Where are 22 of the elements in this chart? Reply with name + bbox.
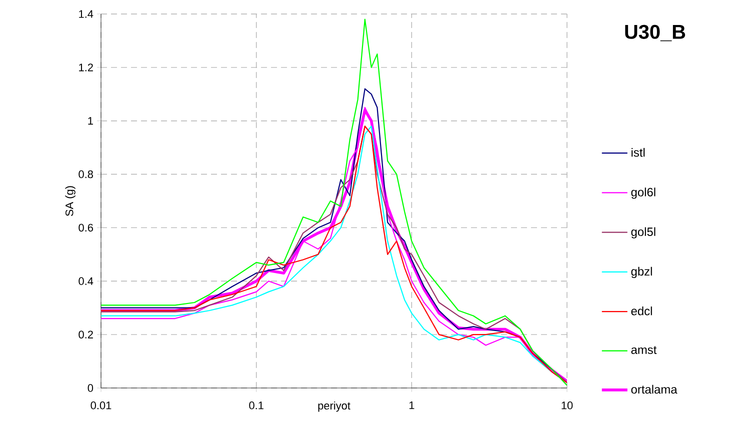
legend-label: edcl bbox=[631, 306, 652, 316]
x-axis-title: periyot bbox=[318, 402, 350, 412]
y-tick-label: 0.2 bbox=[78, 330, 93, 338]
text: U30_B bbox=[625, 24, 686, 42]
legend-label: gbzl bbox=[631, 266, 652, 278]
legend-label: gol5l bbox=[631, 227, 656, 238]
legend-label: ortalama bbox=[631, 384, 678, 394]
legend-label: istl bbox=[632, 148, 645, 157]
y-tick-label: 0.8 bbox=[78, 170, 93, 178]
x-tick-label: 0.1 bbox=[249, 402, 264, 410]
x-tick-label: 10 bbox=[562, 402, 573, 410]
x-tick-label: 1 bbox=[409, 402, 414, 410]
legend-label: gol6l bbox=[631, 188, 656, 199]
x-tick-label: 0.01 bbox=[90, 402, 112, 410]
y-axis-title: SA (g) bbox=[65, 186, 76, 216]
y-tick-label: 0.4 bbox=[78, 277, 94, 286]
y-tick-label: 1 bbox=[88, 117, 93, 125]
y-tick-label: 1.4 bbox=[79, 10, 94, 18]
y-tick-label: 0.6 bbox=[78, 224, 93, 232]
legend-label: amst bbox=[631, 346, 657, 354]
y-tick-label: 1.2 bbox=[79, 64, 93, 72]
y-tick-label: 0 bbox=[88, 384, 94, 392]
